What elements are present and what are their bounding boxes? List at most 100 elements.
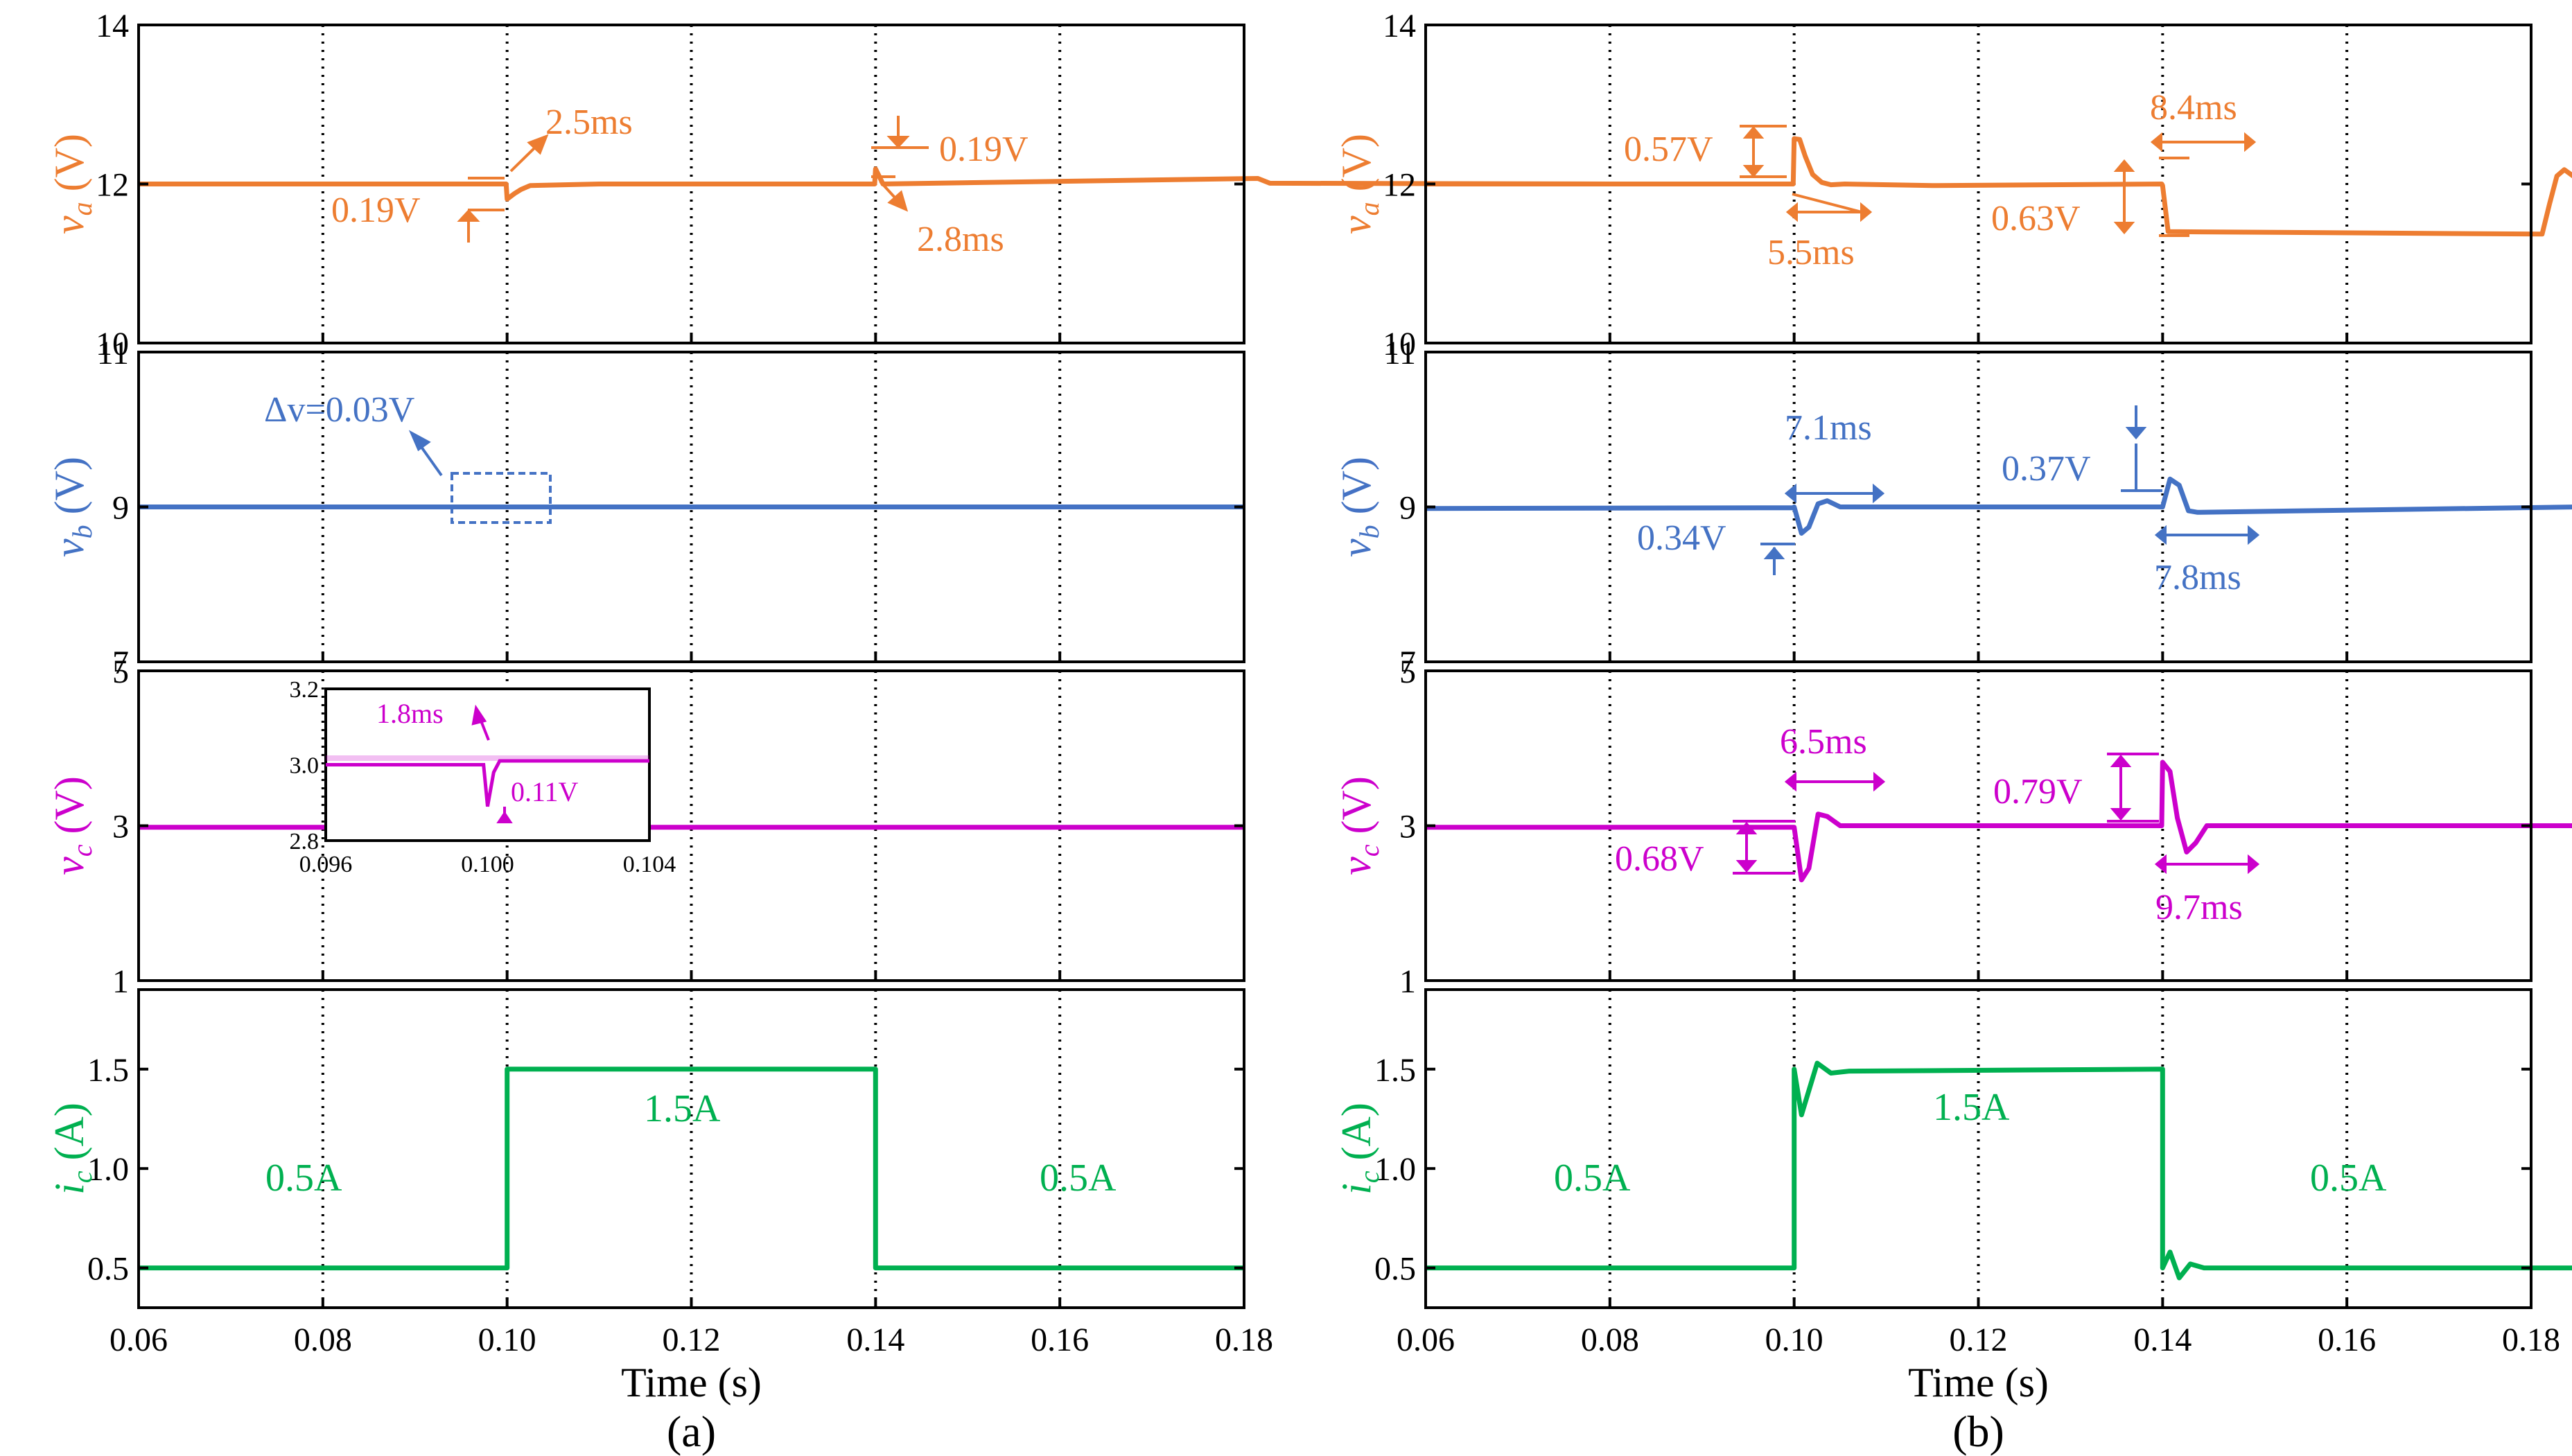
y-axis-label: ic (A) <box>46 1103 98 1195</box>
y-label-unit: (V) <box>1333 134 1379 202</box>
annotation: 7.1ms <box>1785 408 1872 448</box>
y-tick-label: 9 <box>1399 490 1416 527</box>
y-tick-label: 1.0 <box>87 1151 129 1188</box>
y-label-unit: (V) <box>46 776 92 844</box>
x-tick-label: 0.06 <box>110 1322 168 1358</box>
panel-label: (a) <box>667 1407 716 1456</box>
trace-va <box>1426 136 2572 237</box>
y-axis-label: vb (V) <box>46 457 98 557</box>
y-tick-label: 11 <box>1384 335 1416 371</box>
y-label-var: i <box>46 1183 92 1195</box>
trace-ic <box>1426 1060 2572 1281</box>
annotation: 0.5A <box>2310 1157 2387 1200</box>
y-tick-label: 1.5 <box>87 1052 129 1089</box>
x-tick-label: 0.06 <box>1397 1322 1455 1358</box>
x-tick-label: 0.14 <box>846 1322 904 1358</box>
annotation: 6.5ms <box>1780 722 1867 762</box>
y-tick-label: 5 <box>1399 654 1416 690</box>
annotation: Δv=0.03V <box>264 390 414 430</box>
y-axis-label: va (V) <box>46 134 98 234</box>
x-tick-label: 0.10 <box>478 1322 536 1358</box>
annotation: 2.8ms <box>917 220 1004 259</box>
inset-x-tick-label: 0.096 <box>299 852 353 877</box>
y-tick-label: 3 <box>112 809 129 845</box>
y-tick-label: 9 <box>112 490 129 527</box>
annotations-b-vb: 7.1ms 0.34V 0.37V 7.8ms <box>1637 405 2260 597</box>
x-tick-label: 0.18 <box>1215 1322 1273 1358</box>
y-axis-label: ic (A) <box>1333 1103 1385 1195</box>
annotation: 1.8ms <box>376 698 444 729</box>
inset-x-tick-label: 0.104 <box>623 852 676 877</box>
plot-b-vc: 1 3 5 vc (V) <box>1333 654 2572 1000</box>
y-label-sub: b <box>1354 525 1385 538</box>
annotations-b-vc: 6.5ms 0.68V 0.79V 9.7ms <box>1615 722 2260 927</box>
y-tick-label: 7 <box>1399 644 1416 681</box>
y-tick-label: 12 <box>96 167 129 204</box>
y-tick-label: 0.5 <box>87 1251 129 1288</box>
annotations-b-ic: 0.5A 1.5A 0.5A <box>1554 1086 2387 1200</box>
annotations-a-va: 0.19V 2.5ms 0.19V 2.8ms <box>331 103 1029 259</box>
y-label-unit: (A) <box>1333 1103 1379 1170</box>
annotation: 0.63V <box>1991 199 2081 238</box>
annotation: 0.68V <box>1615 839 1704 879</box>
annotation: 0.37V <box>2002 449 2091 489</box>
inset-ticks: 2.8 3.0 3.2 0.096 0.100 0.104 <box>290 677 676 877</box>
annotation: 5.5ms <box>1767 233 1855 272</box>
plot-b-ic: 0.5 1.0 1.5 ic (A) 0.06 0.08 0.10 0.12 0.14 0.16 0… <box>1333 988 2572 1456</box>
y-label-sub: c <box>1354 1170 1385 1183</box>
y-label-unit: (V) <box>46 134 92 202</box>
x-tick-label: 0.14 <box>2133 1322 2192 1358</box>
annotation: 0.5A <box>1554 1157 1631 1200</box>
plot-a-vc: 1 3 5 vc (V) <box>46 654 1245 1000</box>
inset-x-tick-label: 0.100 <box>461 852 514 877</box>
y-label-sub: c <box>67 844 98 857</box>
y-tick-label: 10 <box>1383 326 1416 362</box>
inset-trace <box>326 759 649 807</box>
x-tick-label: 0.08 <box>294 1322 352 1358</box>
x-tick-label: 0.12 <box>663 1322 721 1358</box>
annotation: 8.4ms <box>2150 88 2237 128</box>
y-axis-label: vc (V) <box>46 776 98 875</box>
plot-a-ic: 0.5 1.0 1.5 ic (A) 0.06 0.08 0.10 0.12 0.14 0.16 0… <box>46 988 1273 1456</box>
y-tick-label: 1 <box>1399 963 1416 1000</box>
y-label-unit: (A) <box>46 1103 92 1170</box>
plot-b-vb: 7 9 11 vb (V) <box>1333 335 2572 681</box>
y-tick-label: 1.5 <box>1374 1052 1416 1089</box>
annotation: 1.5A <box>1933 1086 2010 1129</box>
panel-label: (b) <box>1952 1407 2004 1456</box>
y-label-var: v <box>46 857 92 875</box>
y-label-sub: c <box>1354 844 1385 857</box>
y-label-var: v <box>1333 216 1379 234</box>
y-label-var: v <box>1333 538 1379 557</box>
y-label-var: v <box>1333 857 1379 875</box>
annotation: 0.19V <box>331 191 421 230</box>
inset-y-tick-label: 3.2 <box>290 677 320 703</box>
annotation: 9.7ms <box>2155 888 2243 927</box>
annotations-a-vb: Δv=0.03V <box>264 390 552 524</box>
y-label-sub: c <box>67 1170 98 1183</box>
y-axis-label: va (V) <box>1333 134 1385 234</box>
annotation: 7.8ms <box>2154 558 2241 597</box>
annotation: 0.5A <box>1040 1157 1117 1200</box>
annotation: 2.5ms <box>545 103 633 142</box>
y-label-unit: (V) <box>1333 776 1379 844</box>
trace-va <box>139 166 1613 202</box>
y-label-sub: a <box>67 202 98 216</box>
y-label-sub: b <box>67 525 98 538</box>
y-tick-label: 1.0 <box>1374 1151 1416 1188</box>
annotation: 1.5A <box>644 1087 721 1130</box>
x-tick-label: 0.12 <box>1950 1322 2008 1358</box>
x-tick-label: 0.08 <box>1581 1322 1639 1358</box>
annotations-a-ic: 0.5A 1.5A 0.5A <box>265 1087 1117 1200</box>
trace-vb <box>1425 476 2572 536</box>
y-label-var: v <box>46 538 92 557</box>
x-tick-label: 0.16 <box>1031 1322 1089 1358</box>
y-tick-label: 12 <box>1383 167 1416 204</box>
y-tick-label: 1 <box>112 963 129 1000</box>
annotation: 0.57V <box>1624 130 1713 169</box>
x-axis-label: Time (s) <box>1908 1360 2049 1405</box>
annotation: 0.34V <box>1637 518 1726 558</box>
